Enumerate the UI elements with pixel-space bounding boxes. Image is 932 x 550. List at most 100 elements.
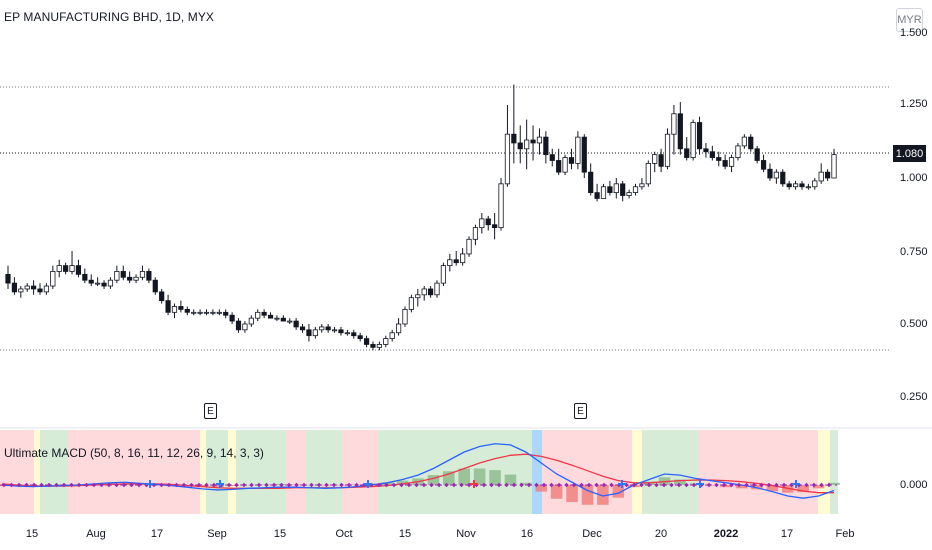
candle: [82, 268, 88, 284]
zero-dot: [706, 482, 712, 488]
candle: [568, 148, 575, 170]
cross-marker: [618, 480, 626, 488]
time-axis-label: Nov: [456, 528, 476, 540]
candle: [165, 294, 171, 316]
candle: [159, 288, 165, 304]
candle: [88, 274, 94, 287]
candle: [261, 309, 267, 319]
macd-band: [698, 430, 818, 514]
macd-indicator-title[interactable]: Ultimate MACD (50, 8, 16, 11, 12, 26, 9,…: [4, 446, 264, 460]
zero-dot: [496, 482, 502, 488]
candle: [748, 134, 754, 152]
zero-dot: [391, 482, 397, 488]
zero-dot: [804, 482, 809, 488]
time-axis-label: Oct: [335, 528, 353, 540]
candle: [408, 294, 414, 313]
candle: [543, 131, 549, 164]
earnings-marker[interactable]: E: [204, 403, 217, 419]
candle: [530, 125, 536, 161]
time-axis-label: Sep: [207, 528, 227, 540]
candle: [812, 178, 818, 190]
candle: [735, 142, 741, 161]
candle: [664, 128, 671, 170]
zero-dot: [211, 482, 217, 488]
candle: [216, 309, 222, 316]
candle: [197, 309, 203, 316]
histogram-bar: [674, 479, 686, 485]
macd-band: [34, 430, 40, 514]
candle: [716, 151, 722, 167]
candle: [479, 213, 485, 234]
zero-dot: [519, 482, 524, 488]
price-axis-label: 0.750: [900, 246, 928, 258]
candle: [466, 236, 472, 257]
candle: [395, 318, 402, 336]
zero-dot: [226, 482, 232, 488]
candle: [107, 277, 114, 289]
time-axis-label: Aug: [86, 528, 106, 540]
candle: [536, 128, 543, 155]
currency-button[interactable]: MYR: [896, 8, 923, 32]
candle: [152, 277, 158, 295]
candle: [421, 286, 427, 301]
candle: [805, 183, 811, 190]
candle: [255, 309, 261, 322]
zero-dot: [354, 482, 359, 488]
candle: [363, 335, 370, 348]
zero-dot: [751, 482, 757, 488]
macd-axis-label: 0.000: [900, 479, 928, 491]
candle: [575, 131, 581, 170]
histogram-bar: [427, 475, 440, 485]
macd-band: [342, 430, 378, 514]
candle: [50, 265, 56, 289]
candle: [280, 315, 286, 322]
earnings-marker[interactable]: E: [574, 403, 587, 419]
time-axis-label: 2022: [713, 528, 739, 540]
zero-dot: [646, 482, 652, 488]
candle: [171, 303, 178, 319]
zero-dot: [384, 482, 389, 488]
candle: [613, 178, 619, 199]
candle: [18, 286, 24, 298]
zero-dot: [136, 482, 142, 488]
price-axis-label: 1.250: [900, 98, 928, 110]
candle: [549, 148, 555, 167]
candle: [780, 169, 786, 187]
time-axis-label: 17: [780, 528, 794, 540]
macd-band: [286, 430, 306, 514]
time-axis-label: 17: [150, 528, 164, 540]
candle: [114, 265, 120, 284]
macd-cross-markers: [1, 480, 832, 488]
histogram-bar: [612, 485, 625, 498]
candle: [722, 154, 728, 170]
candle: [389, 329, 395, 342]
candle: [357, 332, 363, 342]
macd-band: [228, 430, 236, 514]
macd-band: [642, 430, 698, 514]
price-axis-label: 0.250: [900, 391, 928, 403]
cross-marker: [470, 480, 478, 488]
candle: [43, 283, 50, 295]
zero-dot: [271, 482, 277, 488]
candle: [63, 262, 69, 275]
zero-dot: [159, 482, 164, 488]
candle: [517, 125, 523, 164]
candle: [677, 102, 683, 155]
candle: [831, 148, 837, 179]
candle: [703, 142, 709, 158]
candle: [56, 259, 62, 278]
histogram-bar: [581, 485, 594, 505]
zero-dot: [721, 482, 727, 488]
zero-dot: [811, 482, 817, 488]
zero-dot: [481, 482, 487, 488]
histogram-bar: [258, 484, 270, 485]
zero-dot: [174, 482, 179, 488]
zero-dot: [234, 482, 239, 488]
time-axis-label: Dec: [582, 528, 602, 540]
price-axis-label: 0.500: [900, 318, 928, 330]
zero-dot: [744, 482, 749, 488]
candle: [440, 262, 447, 287]
candle: [588, 163, 594, 196]
zero-dot: [166, 482, 172, 488]
